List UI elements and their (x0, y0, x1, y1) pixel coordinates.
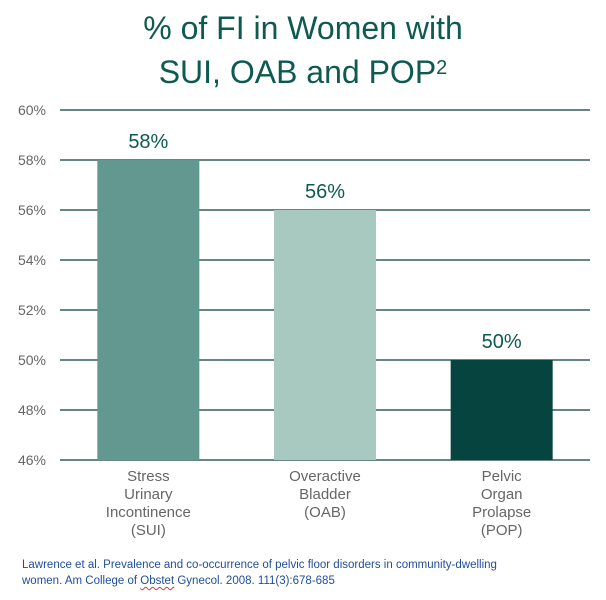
chart-title: % of FI in Women with SUI, OAB and POP2 (0, 0, 606, 94)
y-tick-label: 50% (18, 352, 46, 368)
data-label: 56% (305, 181, 345, 203)
chart-title-line2: SUI, OAB and POP2 (0, 50, 606, 94)
y-tick-label: 60% (18, 102, 46, 118)
bar (274, 210, 376, 460)
footnote-line2-post: Gynecol. 2008. 111(3):678-685 (174, 575, 335, 587)
footnote: Lawrence et al. Prevalence and co-occurr… (22, 557, 582, 589)
x-tick-label: Overactive (289, 468, 361, 485)
footnote-spellcheck-word: Obstet (140, 575, 175, 587)
x-tick-label: Pelvic (482, 468, 523, 485)
footnote-line2: women. Am College of Obstet Gynecol. 200… (22, 573, 582, 589)
y-tick-label: 56% (18, 202, 46, 218)
x-tick-label: (SUI) (131, 522, 166, 539)
footnote-line1: Lawrence et al. Prevalence and co-occurr… (22, 559, 497, 571)
x-tick-label: Stress (127, 468, 170, 485)
y-tick-label: 46% (18, 452, 46, 468)
footnote-line2-pre: women. Am College of (22, 575, 141, 587)
y-tick-label: 52% (18, 302, 46, 318)
x-tick-label: (OAB) (304, 504, 346, 521)
x-tick-label: Prolapse (472, 504, 531, 521)
chart-title-line1: % of FI in Women with (143, 10, 463, 46)
x-tick-label: (POP) (481, 522, 523, 539)
data-label: 50% (482, 331, 522, 353)
bar-chart: 46% 48% 50% 52% 54% 56% 58% 60% 58% StressUrinary… (18, 102, 590, 539)
x-tick-label: Bladder (299, 486, 351, 503)
x-tick-label: Incontinence (106, 504, 191, 521)
y-tick-label: 54% (18, 252, 46, 268)
data-label: 58% (128, 131, 168, 153)
bar (450, 360, 553, 460)
chart-title-line2-text: SUI, OAB and POP (158, 54, 437, 90)
bar (97, 160, 200, 460)
x-tick-label: Organ (481, 486, 523, 503)
x-tick-label: Urinary (124, 486, 173, 503)
y-tick-label: 48% (18, 402, 46, 418)
citation-superscript: 2 (436, 57, 448, 79)
y-tick-label: 58% (18, 152, 46, 168)
